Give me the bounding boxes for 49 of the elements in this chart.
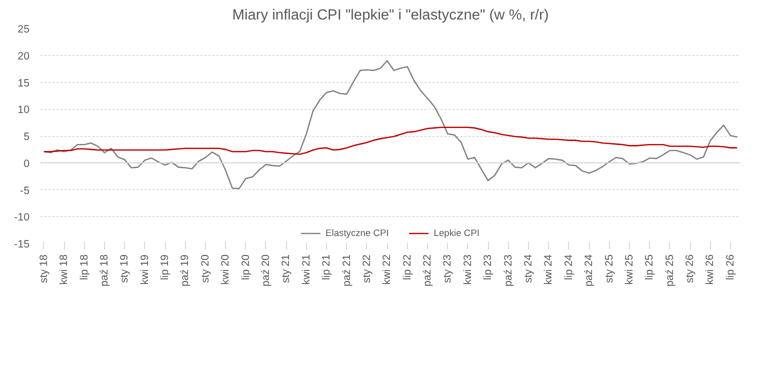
x-tick-label: paź 22: [422, 254, 434, 286]
x-tick-label: sty 23: [442, 254, 454, 283]
x-tick-label: kwi 21: [300, 254, 312, 285]
y-tick-label: -15: [14, 238, 30, 250]
x-tick-label: paź 25: [664, 254, 676, 286]
y-tick-label: 20: [18, 50, 30, 62]
x-tick-label: sty 22: [360, 254, 373, 283]
x-tick-label: lip 24: [562, 254, 575, 280]
x-tick-label: sty 24: [522, 254, 534, 283]
x-tick-label: kwi 19: [138, 254, 151, 285]
x-tick-label: kwi 22: [381, 254, 394, 285]
x-tick-label: sty 18: [38, 254, 50, 283]
y-tick-label: 25: [18, 24, 30, 36]
y-tick-label: 10: [18, 104, 30, 116]
x-tick-label: lip 21: [320, 254, 333, 280]
x-tick-label: kwi 23: [462, 254, 474, 285]
x-tick-label: lip 22: [401, 254, 414, 280]
x-tick-label: kwi 20: [220, 254, 232, 285]
x-tick-label: paź 20: [260, 254, 272, 286]
line-series: [43, 60, 738, 190]
y-tick-label: 0: [24, 158, 30, 170]
x-tick-label: lip 25: [644, 254, 656, 280]
legend-label: Lepkie CPI: [434, 228, 480, 238]
x-tick-label: paź 23: [502, 254, 514, 286]
x-tick-label: paź 19: [179, 254, 192, 286]
x-tick-label: paź 21: [340, 254, 353, 286]
x-tick-label: sty 20: [199, 254, 212, 283]
x-tick-label: sty 26: [684, 254, 696, 283]
x-tick-label: lip 26: [724, 254, 736, 280]
y-tick-label: -5: [20, 184, 30, 197]
x-tick-label: sty 25: [603, 254, 616, 283]
chart-title: Miary inflacji CPI "lepkie" i "elastyczne" (w %, r/r): [232, 8, 549, 24]
y-tick-label: -10: [14, 212, 30, 224]
x-tick-label: lip 23: [482, 254, 494, 280]
x-tick-label: kwi 26: [704, 254, 716, 285]
x-tick-label: kwi 25: [623, 254, 636, 285]
line-series: [43, 126, 738, 155]
x-tick-label: sty 19: [118, 254, 131, 283]
x-tick-label: lip 20: [240, 254, 252, 280]
y-tick-label: 15: [18, 77, 30, 90]
x-tick-label: lip 18: [78, 254, 90, 280]
x-tick-label: lip 19: [159, 254, 172, 280]
x-tick-label: kwi 18: [58, 254, 70, 285]
x-tick-label: kwi 24: [542, 254, 555, 285]
x-tick-label: paź 18: [98, 254, 110, 286]
x-tick-label: paź 24: [583, 254, 596, 286]
legend-label: Elastyczne CPI: [326, 228, 389, 238]
y-tick-label: 5: [24, 131, 30, 143]
x-tick-label: sty 21: [280, 254, 292, 283]
